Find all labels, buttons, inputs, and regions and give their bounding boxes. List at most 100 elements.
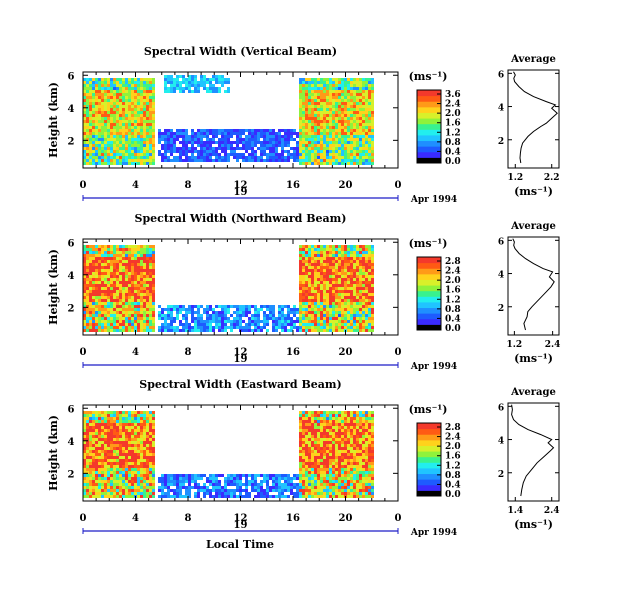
heatmap-cell [92, 254, 95, 257]
heatmap-cell [128, 159, 131, 162]
heatmap-cell [365, 105, 368, 108]
heatmap-cell [104, 108, 107, 111]
heatmap-cell [233, 141, 236, 144]
heatmap-cell [149, 459, 152, 462]
heatmap-cell [194, 480, 197, 483]
date-label: Apr 1994 [410, 195, 457, 205]
heatmap-cell [143, 248, 146, 251]
heatmap-cell [167, 87, 170, 90]
heatmap-cell [92, 162, 95, 165]
heatmap-cell [128, 108, 131, 111]
heatmap-cell [113, 281, 116, 284]
colorbar-swatch [417, 324, 441, 331]
heatmap-cell [179, 87, 182, 90]
heatmap-cell [140, 263, 143, 266]
heatmap-cell [167, 495, 170, 498]
heatmap-cell [185, 326, 188, 329]
heatmap-cell [251, 150, 254, 153]
heatmap-cell [359, 141, 362, 144]
heatmap-cell [107, 486, 110, 489]
heatmap-cell [248, 323, 251, 326]
heatmap-cell [143, 462, 146, 465]
profile-frame [507, 69, 560, 169]
heatmap-cell [134, 263, 137, 266]
heatmap-cell [143, 96, 146, 99]
heatmap-cell [347, 111, 350, 114]
heatmap-cell [194, 135, 197, 138]
heatmap-cell [278, 153, 281, 156]
heatmap-cell [212, 326, 215, 329]
heatmap-cell [140, 459, 143, 462]
heatmap-cell [263, 132, 266, 135]
heatmap-cell [86, 290, 89, 293]
heatmap-cell [326, 299, 329, 302]
heatmap-cell [365, 287, 368, 290]
heatmap-cell [350, 84, 353, 87]
heatmap-cell [362, 90, 365, 93]
heatmap-cell [116, 326, 119, 329]
heatmap-cell [137, 135, 140, 138]
heatmap-cell [317, 248, 320, 251]
heatmap-cell [200, 81, 203, 84]
heatmap-cell [116, 254, 119, 257]
heatmap-cell [152, 251, 155, 254]
heatmap-cell [350, 90, 353, 93]
heatmap-cell [116, 432, 119, 435]
heatmap-cell [257, 495, 260, 498]
heatmap-cell [146, 281, 149, 284]
heatmap-cell [131, 248, 134, 251]
heatmap-cell [203, 320, 206, 323]
heatmap-cell [104, 453, 107, 456]
heatmap-cell [137, 329, 140, 332]
heatmap-cell [209, 323, 212, 326]
heatmap-cell [341, 302, 344, 305]
heatmap-cell [113, 111, 116, 114]
heatmap-cell [113, 492, 116, 495]
heatmap-cell [89, 272, 92, 275]
heatmap-cell [98, 441, 101, 444]
heatmap-cell [359, 296, 362, 299]
heatmap-cell [140, 417, 143, 420]
heatmap-cell [272, 311, 275, 314]
heatmap-cell [95, 275, 98, 278]
heatmap-cell [140, 269, 143, 272]
heatmap-cell [83, 84, 86, 87]
heatmap-cell [338, 162, 341, 165]
heatmap-cell [350, 81, 353, 84]
heatmap-cell [371, 329, 374, 332]
heatmap-cell [326, 263, 329, 266]
heatmap-cell [335, 326, 338, 329]
heatmap-cell [236, 311, 239, 314]
heatmap-cell [245, 159, 248, 162]
x-tick-label: 0 [395, 347, 402, 358]
heatmap-cell [98, 126, 101, 129]
heatmap-cell [119, 420, 122, 423]
heatmap-cell [176, 311, 179, 314]
heatmap-cell [329, 99, 332, 102]
heatmap-cell [92, 96, 95, 99]
heatmap-cell [143, 296, 146, 299]
heatmap-cell [125, 462, 128, 465]
heatmap-cell [353, 144, 356, 147]
heatmap-cell [140, 320, 143, 323]
heatmap-cell [107, 260, 110, 263]
heatmap-cell [353, 111, 356, 114]
heatmap-cell [140, 308, 143, 311]
heatmap-cell [89, 492, 92, 495]
heatmap-cell [251, 147, 254, 150]
colorbar-tick-label: 1.6 [445, 119, 461, 129]
heatmap-cell [113, 266, 116, 269]
heatmap-cell [311, 132, 314, 135]
heatmap-cell [221, 150, 224, 153]
heatmap-cell [146, 293, 149, 296]
heatmap-cell [101, 287, 104, 290]
heatmap-cell [338, 102, 341, 105]
heatmap-cell [146, 447, 149, 450]
heatmap-cell [362, 150, 365, 153]
heatmap-cell [332, 120, 335, 123]
heatmap-cell [143, 293, 146, 296]
heatmap-cell [110, 147, 113, 150]
heatmap-cell [251, 474, 254, 477]
heatmap-cell [137, 114, 140, 117]
heatmap-cell [89, 477, 92, 480]
